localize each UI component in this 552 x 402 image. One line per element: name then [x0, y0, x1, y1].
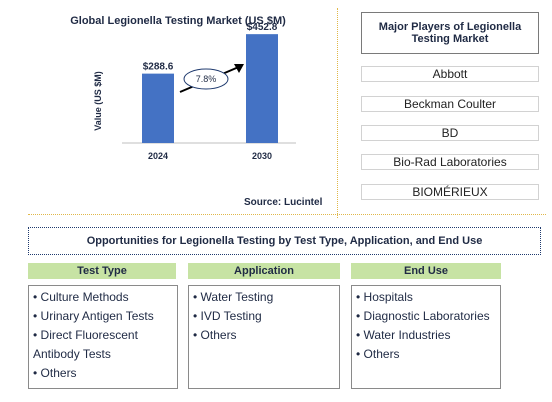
list-item: Others — [356, 345, 496, 364]
horizontal-divider — [28, 214, 546, 215]
player-bd: BD — [361, 125, 539, 141]
list-item: Others — [33, 364, 173, 383]
player-beckman-coulter: Beckman Coulter — [361, 96, 539, 112]
list-item: Hospitals — [356, 288, 496, 307]
column-header-test-type: Test Type — [28, 263, 176, 279]
bars-group: $288.6 2024 $452.8 2030 — [142, 22, 278, 161]
bar-chart: Value (US $M) $288.6 2024 $452.8 2030 7.8% — [93, 22, 296, 161]
player-biomerieux: BIOMÉRIEUX — [361, 184, 539, 200]
cagr-arrowhead — [234, 64, 244, 73]
cagr-label: 7.8% — [196, 74, 217, 84]
vertical-divider — [337, 8, 338, 218]
list-item: Culture Methods — [33, 288, 173, 307]
players-title: Major Players of Legionella Testing Mark… — [361, 12, 539, 54]
column-header-application: Application — [188, 263, 340, 279]
data-label-2024: $288.6 — [143, 62, 174, 73]
cagr-ellipse — [183, 68, 229, 90]
player-bio-rad: Bio-Rad Laboratories — [361, 154, 539, 170]
column-end-use: Hospitals Diagnostic Laboratories Water … — [351, 285, 501, 389]
tick-label-2030: 2030 — [252, 151, 272, 161]
chart-title: Global Legionella Testing Market (US $M) — [70, 15, 286, 27]
list-item: Others — [193, 326, 335, 345]
list-item: Direct Fluorescent Antibody Tests — [33, 326, 173, 364]
cagr-annotation: 7.8% — [179, 64, 244, 93]
opportunities-title: Opportunities for Legionella Testing by … — [28, 227, 541, 255]
bar-2030 — [246, 34, 278, 143]
data-label-2030: $452.8 — [247, 22, 278, 33]
column-test-type: Culture Methods Urinary Antigen Tests Di… — [28, 285, 178, 389]
source-label: Source: Lucintel — [244, 197, 323, 208]
list-item: Urinary Antigen Tests — [33, 307, 173, 326]
column-header-end-use: End Use — [351, 263, 501, 279]
tick-label-2024: 2024 — [148, 151, 168, 161]
bar-2024 — [142, 73, 174, 143]
column-application: Water Testing IVD Testing Others — [188, 285, 340, 389]
list-item: IVD Testing — [193, 307, 335, 326]
list-item: Water Testing — [193, 288, 335, 307]
player-abbott: Abbott — [361, 66, 539, 82]
list-item: Water Industries — [356, 326, 496, 345]
list-item: Diagnostic Laboratories — [356, 307, 496, 326]
y-axis-label: Value (US $M) — [93, 71, 103, 131]
